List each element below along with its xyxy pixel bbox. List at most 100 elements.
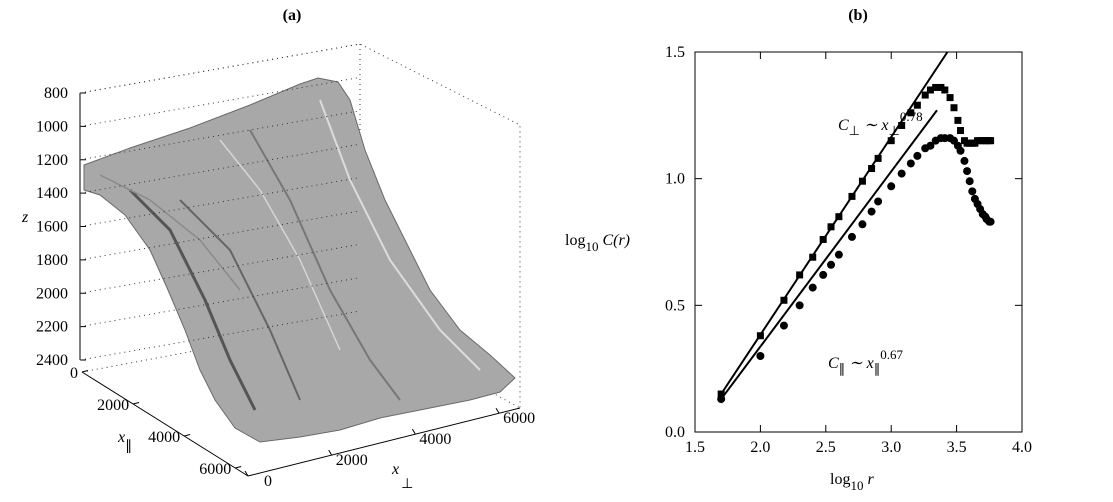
square-point	[868, 165, 876, 173]
y-tick-label: 0.0	[665, 424, 685, 441]
plot-frame	[694, 51, 1023, 433]
annotation-part: ∼ x	[845, 355, 874, 372]
label-part: ∥	[125, 439, 132, 454]
ridge	[249, 129, 401, 401]
x-tick-label: 4000	[419, 431, 451, 448]
y-tick	[132, 402, 140, 405]
annotation: C∥ ∼ x∥0.67	[828, 347, 903, 376]
x-tick	[411, 428, 416, 435]
annotation-part: ∼ x	[860, 117, 889, 134]
z-tick-label: 1000	[36, 118, 68, 135]
annotation-part: ∥	[874, 361, 881, 376]
y-tick	[235, 466, 242, 469]
circle-point	[867, 207, 876, 216]
circle-point	[819, 270, 828, 279]
circle-point	[834, 250, 843, 259]
circle-point	[847, 232, 856, 241]
circle-point	[756, 352, 765, 360]
fit-line	[720, 51, 949, 395]
square-point	[887, 137, 895, 145]
x-tick-label: 1.5	[685, 439, 705, 456]
panel-a-title: (a)	[283, 7, 302, 24]
circle-point	[906, 159, 915, 168]
annotation-part: 0.78	[900, 109, 923, 124]
label-part: C(r)	[598, 232, 630, 249]
circle-point	[960, 156, 969, 165]
square-point	[954, 116, 962, 124]
circle-point	[986, 217, 995, 226]
x-tick-label: 2.0	[750, 439, 770, 456]
z-tick-label: 2200	[36, 319, 68, 336]
z-tick-label: 1600	[36, 219, 68, 236]
square-point	[827, 223, 835, 231]
circle-point	[779, 321, 788, 330]
ridge	[319, 99, 481, 371]
square-point	[756, 332, 764, 340]
y-tick-label: 1.0	[665, 171, 685, 188]
square-point	[835, 213, 843, 221]
label-part: x	[117, 429, 125, 446]
label-part: log	[565, 232, 585, 249]
square-point	[907, 109, 915, 117]
z-tick-label: 1200	[36, 152, 68, 169]
square-point	[858, 177, 866, 185]
x-axis-label: x⊥	[391, 461, 413, 492]
y-tick	[81, 370, 89, 373]
x-tick-label: 2000	[336, 452, 368, 469]
square-point	[957, 127, 965, 135]
ridge	[179, 199, 301, 401]
b-x-axis-label: log10 r	[830, 471, 874, 493]
circle-point	[874, 197, 883, 206]
square-point	[848, 192, 856, 200]
label-part: ⊥	[401, 477, 413, 492]
circle-point	[808, 283, 817, 292]
label-part: x	[391, 461, 399, 478]
y-tick-label: 4000	[148, 429, 180, 446]
ridge	[128, 188, 257, 411]
y-tick-label: 6000	[199, 461, 231, 478]
square-point	[898, 121, 906, 129]
circle-point	[827, 260, 836, 269]
x-axis	[247, 407, 521, 477]
y-tick	[184, 434, 191, 437]
square-point	[819, 235, 827, 243]
square-point	[926, 86, 934, 94]
annotation-part: ∥	[839, 361, 846, 376]
label-part: 10	[850, 478, 863, 493]
x-tick-label: 4.0	[1012, 439, 1032, 456]
label-part: log	[830, 471, 850, 488]
y-tick-label: 1.5	[665, 44, 685, 61]
square-point	[950, 104, 958, 112]
z-axis-label: z	[21, 209, 29, 226]
panel-b-title: (b)	[848, 7, 868, 24]
circle-point	[965, 177, 974, 186]
circle-point	[963, 167, 972, 176]
square-point	[946, 94, 954, 102]
b-y-axis-label: log10 C(r)	[565, 232, 630, 254]
annotation: C⊥ ∼ x⊥0.78	[838, 109, 923, 138]
square-point	[913, 101, 921, 109]
square-point	[921, 91, 929, 99]
circle-point	[913, 151, 922, 160]
square-point	[809, 253, 817, 261]
y-axis-label: x∥	[117, 429, 132, 454]
square-point	[796, 271, 804, 279]
y-tick-label: 0.5	[665, 297, 685, 314]
box-edge	[79, 43, 521, 408]
circle-point	[717, 395, 726, 404]
circle-point	[926, 141, 935, 150]
z-tick-label: 1400	[36, 185, 68, 202]
x-tick	[328, 449, 333, 456]
y-axis	[81, 371, 249, 477]
annotation-part: C	[828, 355, 839, 372]
circle-point	[968, 187, 977, 196]
z-tick-label: 2000	[36, 285, 68, 302]
label-part: r	[863, 471, 874, 488]
x-tick-label: 3.0	[881, 439, 901, 456]
circle-point	[858, 220, 867, 229]
x-tick	[244, 470, 249, 477]
annotation-part: ⊥	[849, 123, 860, 138]
square-point	[987, 137, 995, 145]
label-part: 10	[585, 239, 598, 254]
